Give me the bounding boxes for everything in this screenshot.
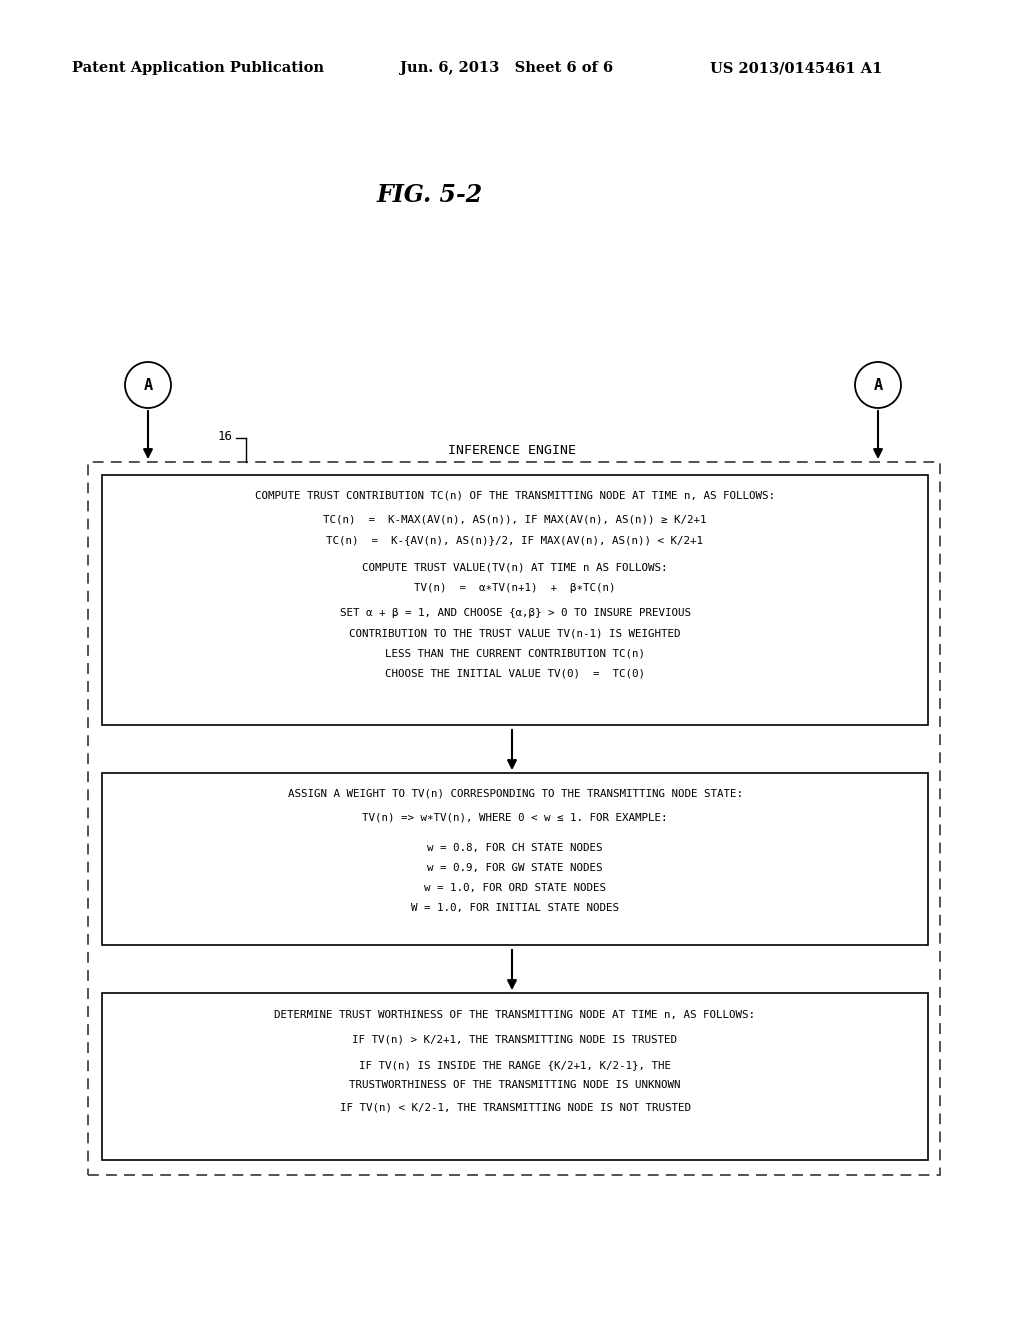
Bar xyxy=(102,993,928,1160)
Text: SET α + β = 1, AND CHOOSE {α,β} > 0 TO INSURE PREVIOUS: SET α + β = 1, AND CHOOSE {α,β} > 0 TO I… xyxy=(340,609,690,618)
Text: IF TV(n) IS INSIDE THE RANGE {K/2+1, K/2-1}, THE: IF TV(n) IS INSIDE THE RANGE {K/2+1, K/2… xyxy=(359,1060,671,1071)
Bar xyxy=(88,462,940,1175)
Text: US 2013/0145461 A1: US 2013/0145461 A1 xyxy=(710,61,883,75)
Text: w = 1.0, FOR ORD STATE NODES: w = 1.0, FOR ORD STATE NODES xyxy=(424,883,606,894)
Text: IF TV(n) < K/2-1, THE TRANSMITTING NODE IS NOT TRUSTED: IF TV(n) < K/2-1, THE TRANSMITTING NODE … xyxy=(340,1104,690,1113)
Text: A: A xyxy=(143,378,153,392)
Text: CONTRIBUTION TO THE TRUST VALUE TV(n-1) IS WEIGHTED: CONTRIBUTION TO THE TRUST VALUE TV(n-1) … xyxy=(349,628,681,638)
Text: W = 1.0, FOR INITIAL STATE NODES: W = 1.0, FOR INITIAL STATE NODES xyxy=(411,903,618,913)
Text: COMPUTE TRUST CONTRIBUTION TC(n) OF THE TRANSMITTING NODE AT TIME n, AS FOLLOWS:: COMPUTE TRUST CONTRIBUTION TC(n) OF THE … xyxy=(255,490,775,500)
Text: DETERMINE TRUST WORTHINESS OF THE TRANSMITTING NODE AT TIME n, AS FOLLOWS:: DETERMINE TRUST WORTHINESS OF THE TRANSM… xyxy=(274,1010,756,1020)
Text: TV(n) => w∗TV(n), WHERE 0 < w ≤ 1. FOR EXAMPLE:: TV(n) => w∗TV(n), WHERE 0 < w ≤ 1. FOR E… xyxy=(362,813,668,822)
Text: COMPUTE TRUST VALUE(TV(n) AT TIME n AS FOLLOWS:: COMPUTE TRUST VALUE(TV(n) AT TIME n AS F… xyxy=(362,564,668,573)
Text: TC(n)  =  K-MAX(AV(n), AS(n)), IF MAX(AV(n), AS(n)) ≥ K/2+1: TC(n) = K-MAX(AV(n), AS(n)), IF MAX(AV(n… xyxy=(324,515,707,525)
Text: IF TV(n) > K/2+1, THE TRANSMITTING NODE IS TRUSTED: IF TV(n) > K/2+1, THE TRANSMITTING NODE … xyxy=(352,1035,678,1045)
Text: ASSIGN A WEIGHT TO TV(n) CORRESPONDING TO THE TRANSMITTING NODE STATE:: ASSIGN A WEIGHT TO TV(n) CORRESPONDING T… xyxy=(288,788,742,799)
Text: LESS THAN THE CURRENT CONTRIBUTION TC(n): LESS THAN THE CURRENT CONTRIBUTION TC(n) xyxy=(385,648,645,657)
Text: TV(n)  =  α∗TV(n+1)  +  β∗TC(n): TV(n) = α∗TV(n+1) + β∗TC(n) xyxy=(415,583,615,593)
Text: w = 0.8, FOR CH STATE NODES: w = 0.8, FOR CH STATE NODES xyxy=(427,843,603,853)
Text: w = 0.9, FOR GW STATE NODES: w = 0.9, FOR GW STATE NODES xyxy=(427,863,603,873)
Text: A: A xyxy=(873,378,883,392)
Bar xyxy=(102,475,928,725)
Text: 16: 16 xyxy=(218,429,233,442)
Text: INFERENCE ENGINE: INFERENCE ENGINE xyxy=(449,444,575,457)
Text: Jun. 6, 2013   Sheet 6 of 6: Jun. 6, 2013 Sheet 6 of 6 xyxy=(400,61,613,75)
Text: FIG. 5-2: FIG. 5-2 xyxy=(377,183,483,207)
Text: TC(n)  =  K-{AV(n), AS(n)}/2, IF MAX(AV(n), AS(n)) < K/2+1: TC(n) = K-{AV(n), AS(n)}/2, IF MAX(AV(n)… xyxy=(327,535,703,545)
Text: CHOOSE THE INITIAL VALUE TV(0)  =  TC(0): CHOOSE THE INITIAL VALUE TV(0) = TC(0) xyxy=(385,668,645,678)
Text: Patent Application Publication: Patent Application Publication xyxy=(72,61,324,75)
Bar xyxy=(102,774,928,945)
Text: TRUSTWORTHINESS OF THE TRANSMITTING NODE IS UNKNOWN: TRUSTWORTHINESS OF THE TRANSMITTING NODE… xyxy=(349,1080,681,1090)
